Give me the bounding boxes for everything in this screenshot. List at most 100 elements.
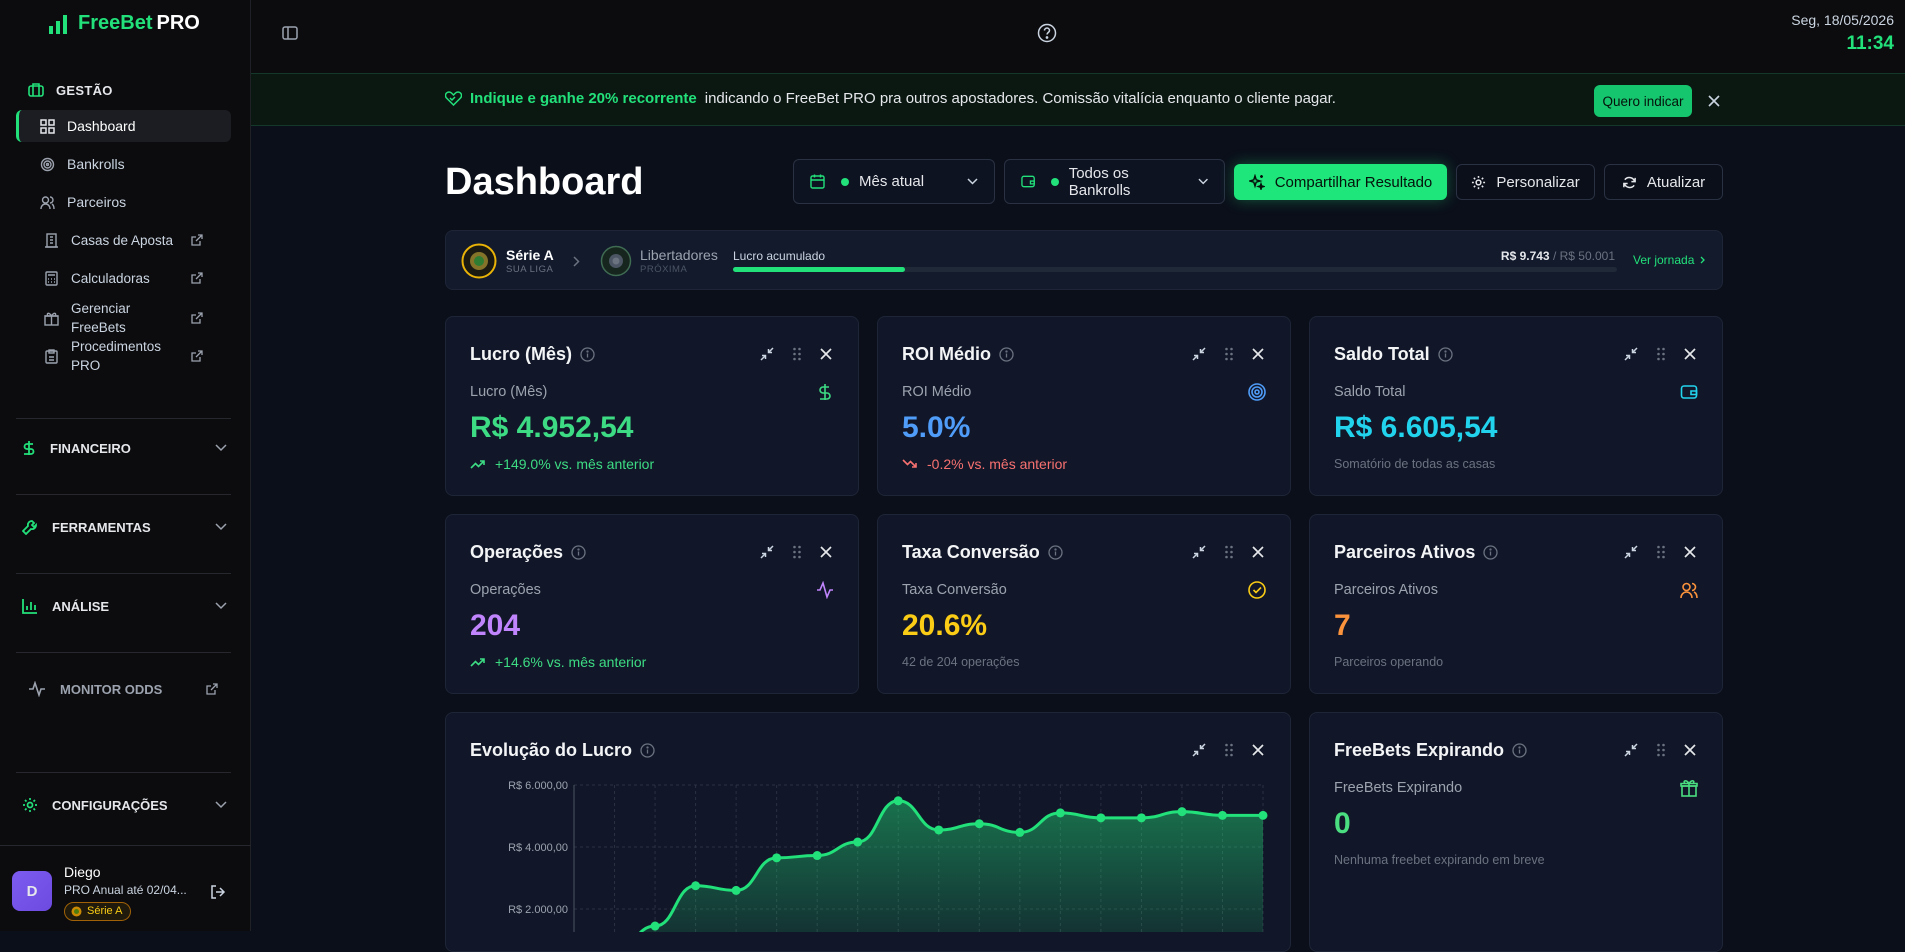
- nav-label: Gerenciar FreeBets: [71, 301, 131, 335]
- drag-handle[interactable]: [792, 545, 802, 559]
- nav-group[interactable]: ANÁLISE: [22, 598, 227, 614]
- progress-values: R$ 9.743 / R$ 50.001: [1501, 249, 1615, 263]
- refresh-button[interactable]: Atualizar: [1604, 164, 1723, 200]
- nav-item[interactable]: Casas de Aposta: [16, 224, 231, 256]
- journey-link[interactable]: Ver jornada: [1633, 253, 1706, 267]
- logout-icon[interactable]: [210, 884, 226, 900]
- area: [641, 800, 1263, 932]
- referral-banner: Indique e ganhe 20% recorrente indicando…: [251, 73, 1905, 126]
- card-controls: [760, 545, 832, 559]
- share-button[interactable]: Compartilhar Resultado: [1234, 164, 1447, 200]
- card-icon: [1680, 780, 1698, 797]
- card-note: Parceiros operando: [1334, 655, 1443, 669]
- stat-card: Saldo Total Saldo Total R$ 6.605,54 Soma…: [1309, 316, 1723, 496]
- close-icon[interactable]: [1684, 348, 1696, 360]
- chart-card: Evolução do Lucro R$ 2.000,00 R$ 4.000,00…: [445, 712, 1291, 952]
- card-title-row: ROI Médio: [902, 344, 1014, 365]
- time: 11:34: [1846, 33, 1894, 54]
- drag-handle[interactable]: [1224, 347, 1234, 361]
- customize-button[interactable]: Personalizar: [1456, 164, 1595, 200]
- card-title: Operações: [470, 542, 564, 562]
- minimize-icon[interactable]: [760, 347, 774, 361]
- help-icon[interactable]: [1037, 23, 1057, 43]
- nav-item[interactable]: Procedimentos PRO: [16, 336, 231, 376]
- drag-handle[interactable]: [1656, 545, 1666, 559]
- link-label: Ver jornada: [1633, 253, 1695, 267]
- minimize-icon[interactable]: [1624, 545, 1638, 559]
- card-label: Taxa Conversão: [902, 582, 1007, 598]
- nav-item[interactable]: Parceiros: [16, 186, 231, 218]
- filter-label: Todos os Bankrolls: [1068, 164, 1131, 199]
- card-controls: [1192, 545, 1264, 559]
- nav-group[interactable]: FERRAMENTAS: [22, 519, 227, 535]
- button-label: Compartilhar Resultado: [1274, 173, 1433, 191]
- user-plan: PRO Anual até 02/04...: [64, 883, 187, 897]
- card-controls: [1624, 743, 1696, 757]
- nav-group[interactable]: FINANCEIRO: [22, 440, 227, 456]
- nav-group-label: ANÁLISE: [52, 598, 110, 614]
- close-icon[interactable]: [820, 546, 832, 558]
- point: [1136, 813, 1146, 823]
- y-tick-label: R$ 4.000,00: [508, 842, 568, 854]
- point: [650, 921, 660, 931]
- league-current-sub: SUA LIGA: [506, 264, 554, 275]
- card-note: +149.0% vs. mês anterior: [470, 456, 654, 472]
- close-icon[interactable]: [1252, 348, 1264, 360]
- close-icon[interactable]: [1684, 744, 1696, 756]
- card-title-row: FreeBets Expirando: [1334, 740, 1527, 761]
- card-note: Nenhuma freebet expirando em breve: [1334, 853, 1545, 867]
- progress-fill: [733, 267, 906, 272]
- period-filter[interactable]: Mês atual: [793, 159, 995, 204]
- refer-button[interactable]: Quero indicar: [1594, 85, 1692, 117]
- drag-handle[interactable]: [1656, 347, 1666, 361]
- bankroll-filter[interactable]: Todos os Bankrolls: [1004, 159, 1225, 204]
- card-controls: [1624, 347, 1696, 361]
- close-icon[interactable]: [820, 348, 832, 360]
- nav-group[interactable]: MONITOR ODDS: [28, 681, 218, 697]
- minimize-icon[interactable]: [1192, 347, 1206, 361]
- minimize-icon[interactable]: [1192, 743, 1206, 757]
- close-icon[interactable]: [1252, 546, 1264, 558]
- league-next-sub: PRÓXIMA: [640, 264, 688, 275]
- card-label: ROI Médio: [902, 384, 972, 400]
- league-bar: Série A SUA LIGA Libertadores PRÓXIMA Lu…: [445, 230, 1723, 290]
- point: [1177, 807, 1187, 817]
- avatar: D: [12, 871, 52, 911]
- progress-label: Lucro acumulado: [733, 249, 826, 263]
- minimize-icon[interactable]: [1624, 743, 1638, 757]
- banner-highlight: Indique e ganhe 20% recorrente: [470, 90, 697, 107]
- nav-label: Parceiros: [67, 194, 127, 210]
- nav-label: Calculadoras: [71, 270, 150, 286]
- point: [812, 851, 822, 861]
- card-label: Lucro (Mês): [470, 384, 548, 400]
- point: [853, 837, 863, 847]
- minimize-icon[interactable]: [760, 545, 774, 559]
- toggle-sidebar[interactable]: [282, 25, 298, 41]
- nav-item[interactable]: Gerenciar FreeBets: [16, 298, 231, 338]
- nav-item[interactable]: Bankrolls: [16, 148, 231, 180]
- minimize-icon[interactable]: [1624, 347, 1638, 361]
- date: Seg, 18/05/2026: [1791, 12, 1894, 28]
- close-banner[interactable]: [1708, 95, 1720, 107]
- point: [731, 885, 741, 895]
- nav-group[interactable]: CONFIGURAÇÕES: [22, 797, 227, 813]
- chart-title: Evolução do Lucro: [470, 740, 633, 760]
- close-icon[interactable]: [1252, 744, 1264, 756]
- drag-handle[interactable]: [792, 347, 802, 361]
- nav-item[interactable]: Dashboard: [16, 110, 231, 142]
- card-icon: [817, 581, 833, 599]
- minimize-icon[interactable]: [1192, 545, 1206, 559]
- card-title-row: Taxa Conversão: [902, 542, 1063, 563]
- close-icon[interactable]: [1684, 546, 1696, 558]
- nav-item[interactable]: Calculadoras: [16, 262, 231, 294]
- nav-label: Bankrolls: [67, 156, 125, 172]
- divider: [16, 418, 231, 419]
- drag-handle[interactable]: [1224, 743, 1234, 757]
- y-tick-label: R$ 2.000,00: [508, 904, 568, 916]
- drag-handle[interactable]: [1656, 743, 1666, 757]
- card-title: Taxa Conversão: [902, 542, 1040, 562]
- banner-content: Indique e ganhe 20% recorrente indicando…: [445, 90, 1336, 107]
- drag-handle[interactable]: [1224, 545, 1234, 559]
- user-badge: Série A: [64, 902, 132, 921]
- point: [974, 819, 984, 829]
